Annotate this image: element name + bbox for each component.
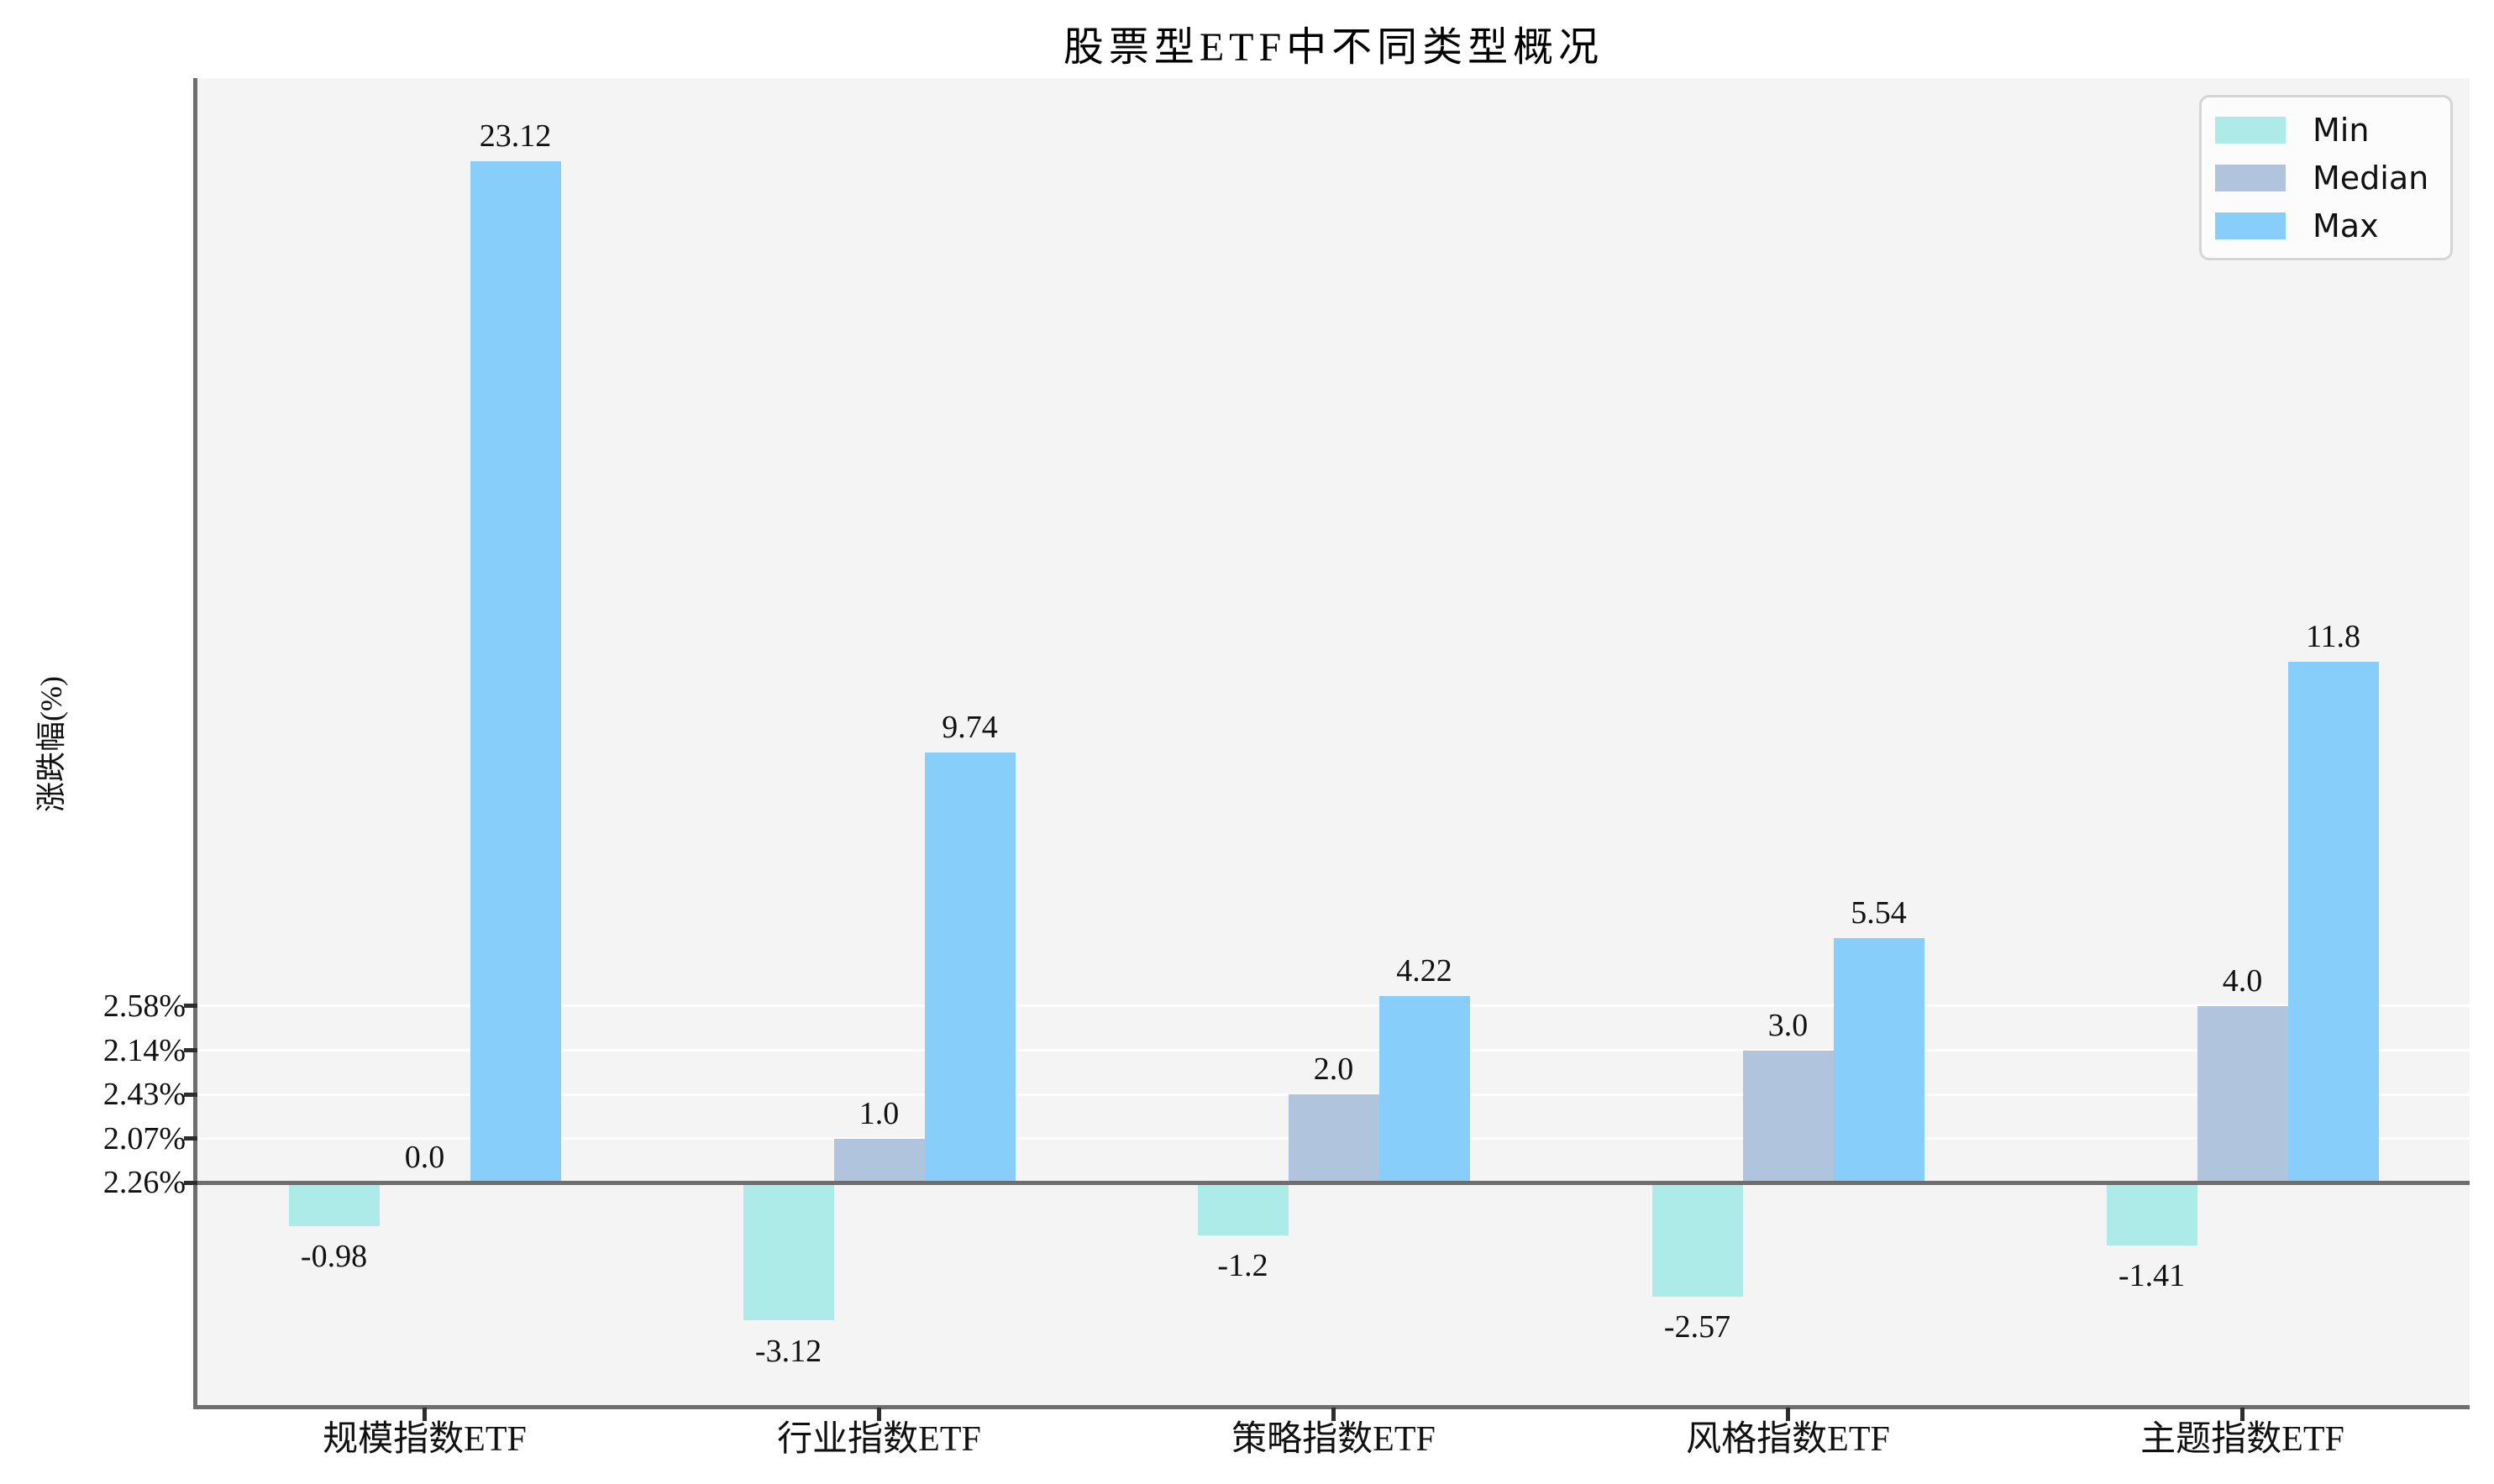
gridline [197,1004,2470,1008]
x-tick-mark [877,1408,881,1421]
bar-value-label: -1.41 [2118,1257,2186,1293]
y-tick-label: 2.26% [102,1165,186,1201]
bar-value-label: -2.57 [1663,1308,1731,1345]
y-tick-label: 2.58% [102,988,186,1024]
bar-value-label: 0.0 [404,1140,445,1176]
bar-value-label: 1.0 [858,1095,900,1131]
bar-max-0 [470,160,561,1183]
bar-min-1 [743,1182,834,1321]
bar-min-4 [2106,1182,2197,1245]
bar-min-0 [288,1182,380,1226]
legend-swatch-median [2215,164,2286,191]
bar-value-label: 11.8 [2305,618,2361,654]
bar-median-3 [1742,1050,1834,1183]
x-tick-mark [1331,1408,1336,1421]
legend-label: Max [2313,207,2379,244]
bar-value-label: 23.12 [479,118,552,154]
bar-value-label: 3.0 [1767,1007,1809,1043]
chart-title: 股票型ETF中不同类型概况 [1063,25,1604,70]
bar-value-label: 9.74 [942,709,998,745]
left-spine [193,78,197,1409]
y-tick-mark [184,1048,197,1052]
bar-value-label: 2.0 [1313,1051,1354,1088]
legend-item-median: Median [2202,160,2450,197]
legend-swatch-max [2215,212,2286,239]
bar-max-1 [924,752,1016,1183]
legend: Min Median Max [2199,95,2453,260]
x-tick-label: 规模指数ETF [323,1420,527,1459]
y-tick-label: 2.14% [102,1032,186,1068]
y-tick-mark [184,1092,197,1097]
bar-max-4 [2287,661,2379,1183]
bar-max-3 [1833,937,1924,1183]
y-tick-mark [184,1180,197,1185]
bar-value-label: -1.2 [1217,1248,1268,1284]
bar-value-label: -3.12 [754,1333,822,1369]
bar-max-2 [1378,996,1470,1183]
gridline [197,1049,2470,1051]
bar-min-3 [1651,1182,1743,1297]
legend-label: Median [2313,159,2429,197]
y-tick-label: 2.43% [102,1077,186,1113]
legend-label: Min [2313,111,2370,149]
bar-value-label: -0.98 [300,1238,368,1274]
bar-median-1 [833,1138,925,1183]
legend-item-max: Max [2202,207,2450,244]
x-tick-label: 行业指数ETF [777,1420,981,1459]
x-tick-mark [2240,1408,2245,1421]
x-tick-mark [423,1408,427,1421]
legend-item-min: Min [2202,112,2450,149]
x-tick-mark [1786,1408,1790,1421]
x-tick-label: 主题指数ETF [2140,1420,2344,1459]
bar-value-label: 4.22 [1396,953,1452,989]
y-tick-label: 2.07% [102,1120,186,1156]
y-tick-mark [184,1004,197,1009]
bottom-spine [193,1405,2470,1409]
y-tick-mark [184,1136,197,1141]
y-axis-label: 涨跌幅(%) [34,676,68,812]
x-tick-label: 策略指数ETF [1231,1420,1436,1459]
bar-value-label: 5.54 [1851,894,1907,931]
legend-swatch-min [2215,116,2286,144]
bar-value-label: 4.0 [2222,962,2263,999]
bar-median-2 [1288,1094,1379,1183]
x-tick-label: 风格指数ETF [1686,1420,1890,1459]
bar-median-4 [2197,1005,2288,1183]
zero-line [197,1180,2470,1185]
bar-min-2 [1197,1182,1289,1236]
